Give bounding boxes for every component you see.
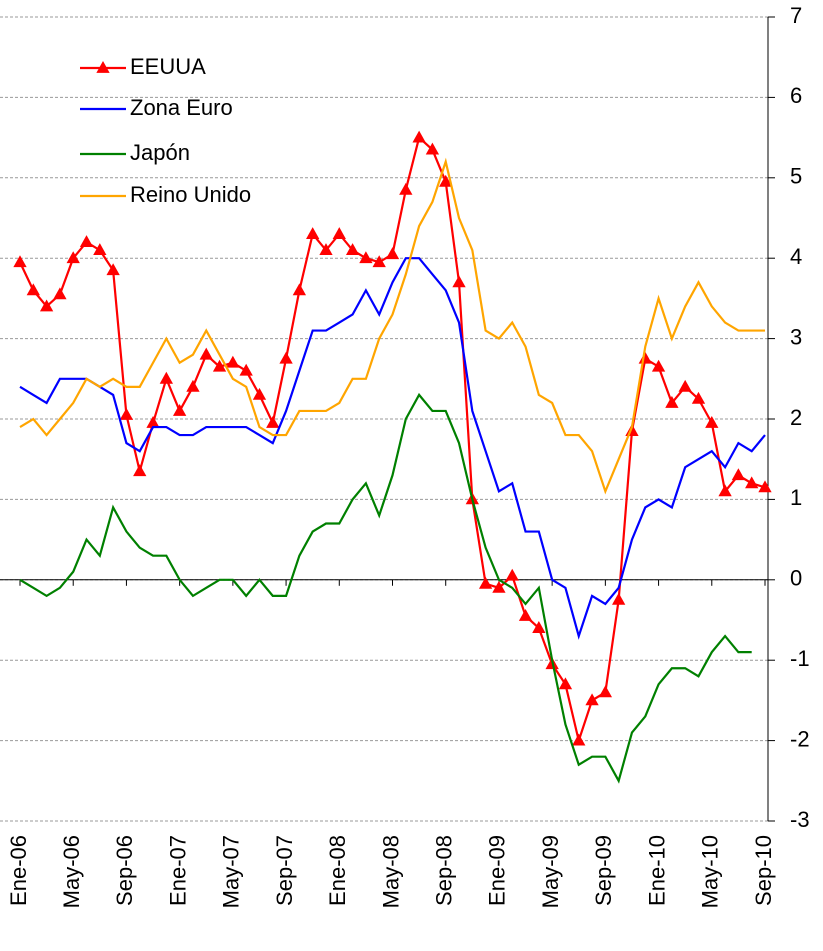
marker (212, 359, 227, 372)
legend-marker (96, 61, 110, 73)
marker (319, 243, 333, 256)
legend-label: Japón (130, 140, 190, 165)
marker (306, 227, 320, 239)
marker (252, 387, 267, 400)
legend-label: Zona Euro (130, 95, 233, 120)
x-tick-label: May-06 (59, 835, 84, 908)
marker (39, 299, 54, 312)
x-tick-label: Ene-08 (325, 835, 350, 906)
y-tick-label: 0 (790, 566, 802, 591)
marker (26, 283, 40, 296)
marker (651, 359, 666, 372)
x-tick-label: May-07 (219, 835, 244, 908)
x-tick-label: Sep-08 (432, 835, 457, 906)
marker (159, 371, 173, 384)
marker (585, 693, 599, 706)
series-line (19, 135, 766, 745)
series-line (19, 257, 766, 640)
y-tick-label: 2 (790, 405, 802, 430)
marker (66, 251, 80, 264)
x-tick-label: May-10 (698, 835, 723, 908)
y-tick-label: -2 (790, 726, 810, 751)
marker (186, 379, 200, 392)
marker (239, 363, 253, 376)
marker (345, 243, 360, 256)
y-tick-label: 4 (790, 244, 802, 269)
y-tick-label: 5 (790, 164, 802, 189)
marker (332, 227, 346, 239)
legend-label: Reino Unido (130, 182, 251, 207)
marker (439, 174, 453, 187)
x-tick-label: Sep-10 (751, 835, 776, 906)
marker (133, 464, 147, 477)
legend-label: EEUUA (130, 54, 206, 79)
marker (505, 568, 519, 581)
marker (399, 182, 413, 195)
marker (106, 263, 120, 276)
y-tick-label: -3 (790, 807, 810, 832)
marker (119, 407, 134, 420)
marker (492, 580, 506, 593)
series-line (19, 392, 752, 784)
series-line (19, 157, 765, 495)
marker (79, 235, 94, 248)
marker (372, 255, 386, 268)
y-tick-label: 6 (790, 83, 802, 108)
marker (705, 416, 719, 428)
marker (425, 142, 440, 155)
marker (718, 484, 732, 497)
marker (758, 480, 772, 493)
marker (146, 416, 160, 428)
y-tick-label: 3 (790, 324, 802, 349)
marker (572, 733, 586, 746)
marker (558, 677, 573, 690)
marker (745, 476, 759, 489)
marker (678, 379, 692, 392)
marker (13, 255, 27, 268)
x-tick-label: May-09 (538, 835, 563, 908)
x-tick-label: Ene-06 (6, 835, 31, 906)
x-tick-label: Sep-07 (272, 835, 297, 906)
marker (172, 403, 187, 416)
y-tick-label: -1 (790, 646, 810, 671)
marker (691, 391, 706, 404)
y-tick-label: 1 (790, 485, 802, 510)
marker (292, 283, 307, 296)
marker (532, 621, 546, 633)
x-tick-label: Sep-06 (112, 835, 137, 906)
x-tick-label: Ene-09 (485, 835, 510, 906)
marker (385, 247, 400, 260)
marker (665, 395, 679, 408)
marker (478, 576, 493, 589)
marker (518, 608, 533, 621)
marker (638, 351, 652, 364)
marker (452, 275, 466, 288)
x-tick-label: Ene-10 (644, 835, 669, 906)
marker (199, 347, 213, 360)
marker (612, 592, 626, 605)
marker (53, 287, 67, 300)
y-tick-label: 7 (790, 3, 802, 28)
marker (279, 351, 293, 364)
marker (266, 416, 280, 428)
marker (226, 355, 240, 368)
x-tick-label: Sep-09 (591, 835, 616, 906)
x-tick-label: May-08 (378, 835, 403, 908)
x-tick-label: Ene-07 (165, 835, 190, 906)
marker (359, 251, 373, 264)
marker (412, 130, 426, 143)
marker (598, 685, 613, 698)
marker (93, 243, 107, 256)
marker (731, 468, 746, 481)
